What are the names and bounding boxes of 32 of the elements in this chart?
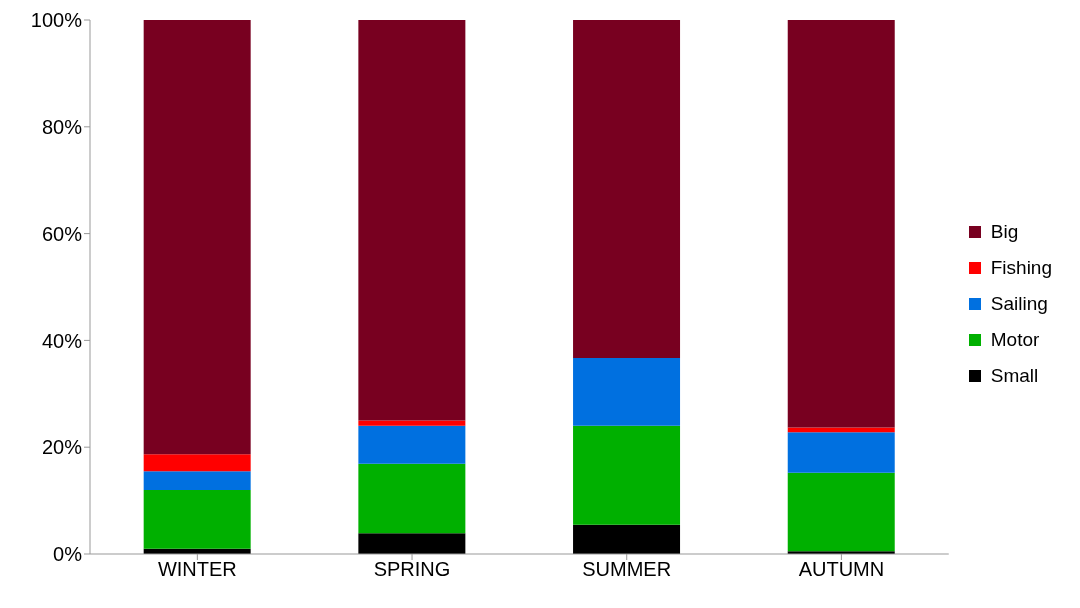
x-tick-label: WINTER	[157, 558, 237, 581]
bar	[787, 427, 895, 433]
y-tick-label: 80%	[41, 115, 83, 138]
y-tick-label: 0%	[53, 543, 83, 566]
x-tick-label: AUTUMN	[798, 558, 885, 581]
y-tick-label: 60%	[41, 222, 83, 245]
legend-label: Small	[990, 365, 1039, 387]
bar	[143, 471, 251, 490]
bar	[787, 432, 895, 473]
bar	[143, 489, 251, 549]
bar	[358, 420, 466, 426]
legend-label: Motor	[990, 329, 1040, 351]
y-tick-label: 100%	[30, 9, 83, 32]
legend-label: Sailing	[990, 293, 1048, 315]
bar	[787, 472, 895, 552]
bar	[143, 20, 251, 455]
legend-label: Big	[990, 221, 1019, 243]
y-tick-label: 20%	[41, 436, 83, 459]
bar	[358, 425, 466, 464]
bar	[573, 524, 681, 554]
bar	[573, 425, 681, 525]
bar	[573, 20, 681, 359]
legend-label: Fishing	[990, 257, 1052, 279]
x-tick-label: SPRING	[373, 558, 451, 581]
bar	[787, 20, 895, 428]
y-tick-label: 40%	[41, 329, 83, 352]
bar	[143, 454, 251, 472]
bar	[358, 463, 466, 534]
bar	[358, 533, 466, 554]
x-tick-label: SUMMER	[582, 558, 672, 581]
bar	[358, 20, 466, 421]
bar	[573, 358, 681, 426]
